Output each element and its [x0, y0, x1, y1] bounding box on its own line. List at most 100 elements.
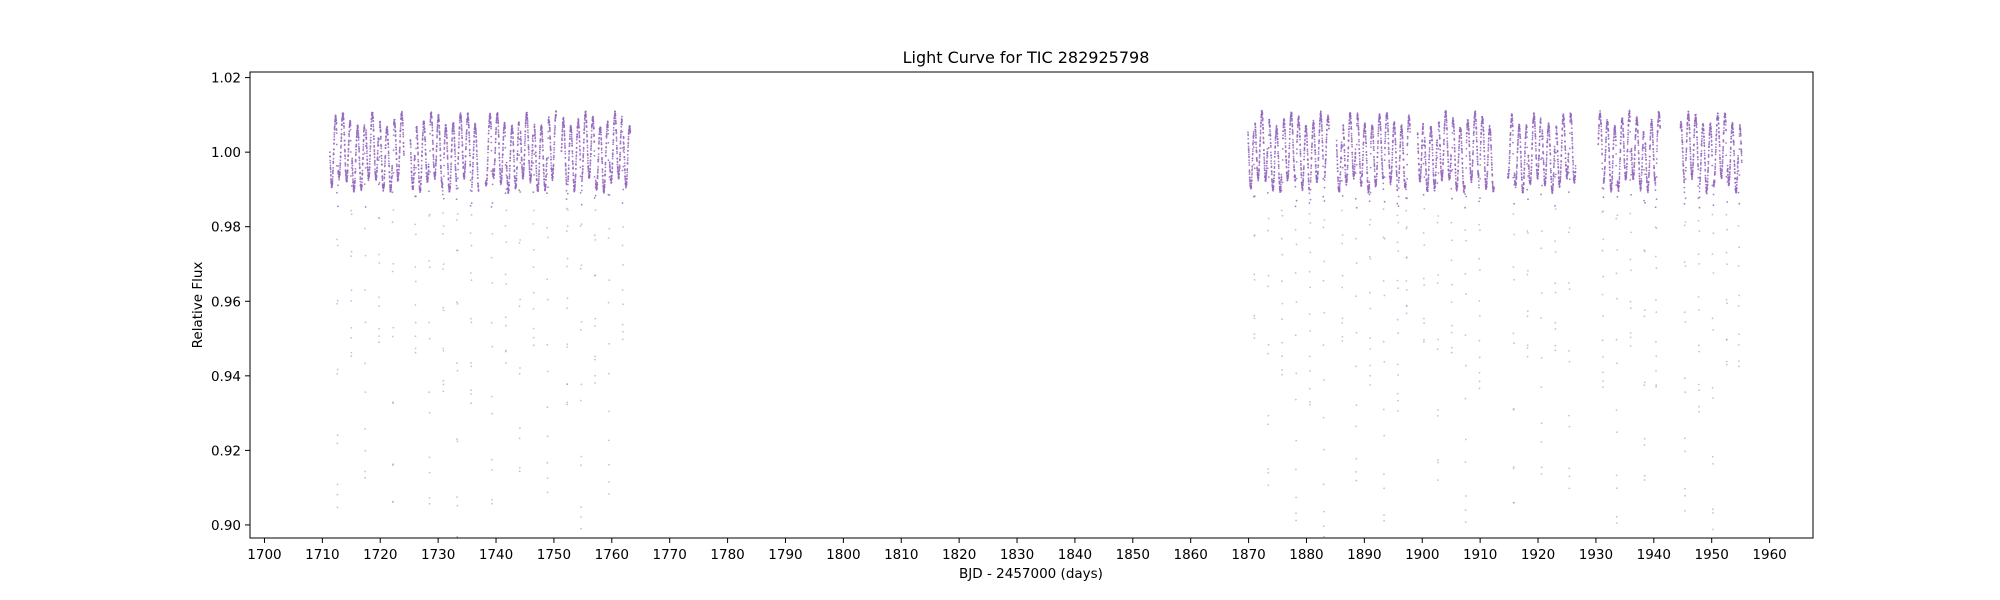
data-point — [461, 144, 464, 147]
data-point — [518, 121, 520, 123]
data-point — [470, 202, 473, 205]
data-point — [566, 192, 569, 195]
data-point — [451, 133, 454, 135]
data-point — [1321, 126, 1323, 128]
data-point — [359, 177, 362, 180]
data-point — [378, 156, 381, 158]
data-point — [613, 121, 615, 124]
data-point — [444, 135, 446, 137]
data-point — [464, 160, 467, 163]
data-point — [472, 156, 475, 158]
data-point — [491, 412, 494, 415]
data-point — [608, 493, 610, 495]
data-point — [629, 131, 632, 134]
data-point — [335, 117, 337, 120]
data-point — [619, 140, 622, 143]
data-point — [436, 128, 439, 131]
data-point — [446, 154, 449, 157]
data-point — [370, 133, 372, 136]
data-point — [1276, 135, 1279, 138]
data-point — [1277, 165, 1280, 168]
data-point — [603, 183, 606, 186]
data-point — [440, 166, 442, 169]
data-point — [1248, 173, 1251, 176]
data-point — [616, 163, 619, 166]
data-point — [1288, 155, 1291, 157]
data-point — [329, 159, 332, 162]
data-point — [601, 160, 604, 163]
data-point — [1369, 152, 1372, 155]
data-point — [1295, 372, 1298, 375]
data-point — [504, 135, 507, 137]
data-point — [590, 142, 593, 145]
data-point — [581, 171, 584, 174]
data-point — [414, 223, 417, 226]
data-point — [1263, 148, 1265, 151]
data-point — [384, 164, 386, 167]
data-point — [491, 502, 493, 505]
data-point — [561, 129, 564, 132]
data-point — [528, 164, 531, 167]
data-point — [528, 160, 530, 162]
data-point — [619, 155, 621, 158]
data-point — [601, 174, 604, 177]
data-point — [455, 175, 457, 178]
data-point — [1327, 114, 1329, 117]
data-point — [1360, 184, 1363, 187]
data-point — [513, 165, 516, 167]
data-point — [375, 178, 378, 181]
data-point — [369, 148, 372, 150]
data-point — [476, 158, 478, 161]
data-point — [587, 159, 589, 162]
data-point — [1258, 168, 1260, 170]
data-point — [344, 157, 347, 160]
data-point — [1358, 160, 1361, 163]
data-point — [462, 166, 465, 169]
data-point — [436, 135, 438, 138]
data-point — [552, 165, 555, 168]
data-point — [1262, 137, 1265, 140]
data-point — [414, 280, 417, 283]
data-point — [438, 127, 441, 129]
data-point — [1302, 179, 1305, 182]
data-point — [437, 117, 440, 119]
data-point — [593, 150, 596, 152]
data-point — [568, 150, 571, 152]
data-point — [1336, 154, 1338, 156]
data-point — [1367, 192, 1370, 194]
data-point — [546, 435, 549, 438]
data-point — [336, 238, 338, 241]
data-point — [463, 172, 466, 175]
data-point — [1252, 142, 1254, 145]
data-point — [413, 164, 416, 167]
data-point — [1321, 137, 1324, 140]
data-point — [512, 132, 514, 135]
data-point — [1288, 144, 1291, 147]
data-point — [531, 157, 533, 159]
data-point — [596, 187, 598, 189]
data-point — [431, 124, 434, 127]
data-point — [395, 146, 397, 149]
data-point — [415, 166, 417, 169]
data-point — [349, 120, 352, 123]
data-point — [370, 123, 373, 126]
data-point — [1354, 157, 1357, 160]
data-point — [593, 134, 595, 137]
data-point — [427, 163, 430, 166]
data-point — [567, 183, 569, 186]
data-point — [361, 184, 363, 187]
data-point — [497, 120, 500, 122]
data-point — [1340, 157, 1343, 160]
data-point — [472, 143, 475, 146]
data-point — [545, 170, 548, 173]
data-point — [531, 160, 533, 162]
data-point — [572, 174, 575, 177]
data-point — [566, 401, 569, 404]
data-point — [332, 161, 335, 164]
data-point — [534, 130, 536, 133]
data-point — [380, 135, 382, 138]
data-point — [616, 152, 618, 155]
data-point — [523, 153, 526, 156]
data-point — [1348, 125, 1350, 128]
data-point — [513, 169, 516, 172]
